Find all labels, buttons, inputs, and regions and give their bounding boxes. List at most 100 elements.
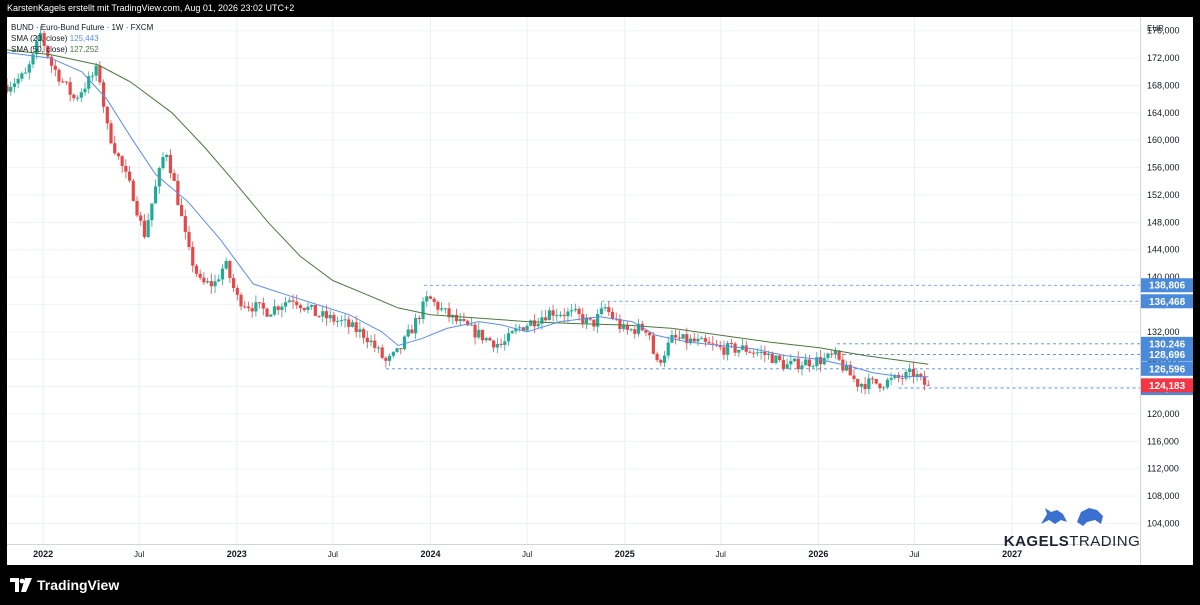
y-tick-label: 104,000	[1147, 518, 1180, 528]
candle-body	[904, 371, 908, 379]
candle-body	[332, 314, 336, 322]
candle-body	[848, 364, 852, 376]
candle-body	[254, 302, 258, 312]
candle-body	[369, 340, 373, 343]
candle-body	[822, 357, 826, 365]
candle-body	[592, 319, 596, 327]
candle-body	[666, 342, 670, 356]
candle-body	[287, 300, 291, 303]
candle-body	[362, 329, 366, 338]
candle-body	[830, 353, 834, 355]
x-tick-label: 2027	[1002, 549, 1022, 559]
candle-body	[763, 351, 767, 355]
bull-bear-logo-icon	[1041, 508, 1103, 526]
candle-body	[573, 308, 577, 311]
candle-body	[603, 307, 607, 309]
candle-body	[659, 360, 663, 363]
candle-body	[503, 341, 507, 345]
candle-body	[388, 355, 392, 361]
candle-body	[269, 314, 273, 317]
candle-body	[707, 341, 711, 344]
candle-body	[722, 347, 726, 355]
candle-body	[443, 308, 447, 310]
candle-body	[183, 216, 187, 232]
candle-body	[410, 329, 414, 334]
candle-body	[748, 351, 752, 353]
candle-body	[555, 315, 559, 317]
candle-body	[35, 40, 39, 55]
candle-body	[521, 327, 525, 331]
price-chart[interactable]: EUR 104,000 108,000 112,000 116,000 120,000 12…	[7, 17, 1193, 565]
candle-body	[347, 319, 351, 327]
author-line: KarstenKagels erstellt mit TradingView.c…	[7, 3, 295, 13]
candle-body	[232, 278, 236, 289]
candle-body	[79, 92, 83, 98]
candle-body	[298, 305, 303, 309]
candle-body	[766, 353, 771, 355]
candle-body	[655, 353, 659, 361]
candle-body	[454, 314, 459, 322]
x-tick-label: Jul	[134, 550, 144, 559]
candle-body	[718, 345, 722, 348]
candle-body	[194, 265, 199, 274]
candle-body	[789, 361, 793, 365]
candle-body	[506, 333, 511, 342]
y-tick-label: 164,000	[1147, 108, 1180, 118]
candle-body	[893, 375, 897, 378]
chart-panel[interactable]: EUR 104,000 108,000 112,000 116,000 120,000 12…	[7, 17, 1193, 565]
candle-body	[484, 337, 488, 341]
candle-body	[417, 317, 421, 320]
sma20-label: SMA (20, close)	[11, 34, 68, 43]
level-tag	[1141, 278, 1193, 293]
sma50-label: SMA (50, close)	[11, 45, 68, 54]
candle-body	[72, 94, 76, 99]
candle-body	[135, 200, 139, 216]
candle-body	[280, 306, 284, 311]
candle-body	[599, 308, 603, 315]
candle-body	[833, 350, 837, 355]
candle-body	[265, 308, 269, 317]
y-tick-label: 152,000	[1147, 190, 1180, 200]
candle-body	[198, 273, 202, 278]
candle-body	[889, 377, 893, 380]
candle-body	[492, 340, 496, 348]
candle-body	[785, 364, 789, 369]
candle-body	[752, 352, 756, 354]
y-tick-label: 116,000	[1147, 436, 1179, 446]
candle-body	[863, 383, 867, 390]
candle-body	[109, 123, 113, 144]
candle-body	[187, 231, 191, 247]
candle-body	[7, 85, 9, 92]
candle-body	[42, 33, 46, 46]
candle-body	[466, 320, 470, 326]
candle-body	[852, 375, 856, 379]
y-tick-label: 120,000	[1147, 409, 1180, 419]
x-tick-label: 2024	[420, 549, 440, 559]
candle-body	[239, 294, 243, 307]
candle-body	[27, 64, 31, 73]
kagels-trading-wordmark: KAGELSTRADING	[1003, 533, 1141, 550]
tradingview-logo[interactable]: TradingView	[10, 577, 119, 593]
y-tick-label: 108,000	[1147, 491, 1180, 501]
tradingview-logo-icon	[10, 578, 32, 592]
candle-body	[703, 338, 707, 342]
candle-body	[68, 82, 72, 95]
level-tag	[1141, 294, 1193, 309]
candle-body	[570, 310, 574, 312]
sma50-legend: SMA (50, close) 127,252	[11, 44, 153, 55]
candle-body	[911, 368, 915, 377]
candle-body	[781, 360, 785, 369]
candle-body	[844, 364, 849, 371]
candle-body	[856, 378, 860, 387]
candle-body	[142, 220, 147, 238]
candle-body	[878, 383, 882, 389]
candle-body	[514, 328, 518, 332]
candle-body	[191, 246, 195, 266]
candle-body	[807, 359, 811, 367]
candle-body	[462, 319, 466, 321]
candle-body	[209, 281, 213, 287]
candle-body	[324, 311, 329, 319]
candle-body	[23, 72, 28, 74]
candle-body	[618, 318, 622, 330]
candle-body	[792, 358, 797, 362]
